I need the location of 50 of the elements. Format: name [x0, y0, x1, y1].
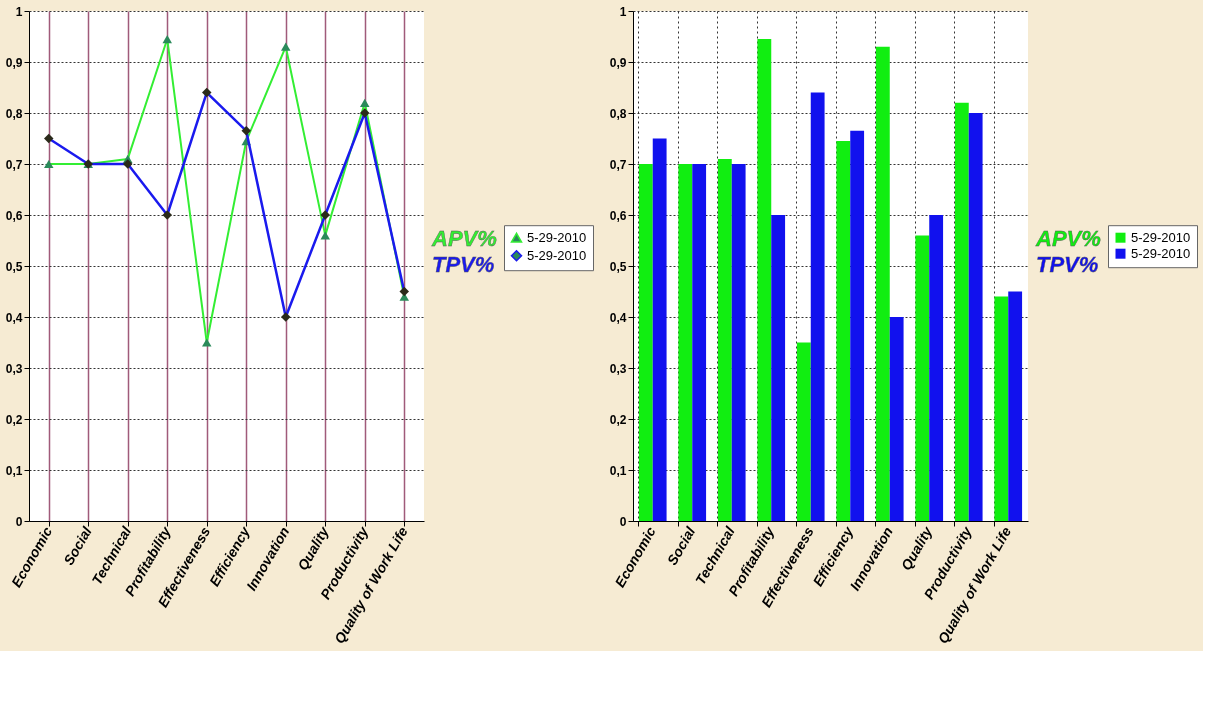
text: TPV%	[432, 252, 495, 278]
bar	[796, 342, 811, 521]
bar	[652, 138, 667, 521]
y-tick-label: 0,9	[609, 55, 627, 70]
y-tick-label: 0,3	[609, 361, 627, 376]
y-tick-label: 0	[619, 514, 627, 529]
text: TPV%	[1036, 252, 1099, 278]
y-tick-label: 0,8	[5, 106, 23, 121]
bar	[638, 164, 653, 521]
bar	[968, 113, 983, 521]
text: APV%	[431, 226, 497, 252]
bar	[836, 141, 851, 521]
bar	[889, 317, 904, 521]
y-tick-label: 0,4	[609, 310, 627, 325]
legend-label: 5-29-2010	[1131, 229, 1191, 245]
bar	[757, 39, 772, 521]
bar	[929, 215, 944, 521]
bar	[810, 92, 825, 521]
y-tick-label: 1	[15, 4, 23, 19]
bar	[1008, 291, 1023, 521]
y-tick-label: 0,3	[5, 361, 23, 376]
y-tick-label: 1	[619, 4, 627, 19]
y-tick-label: 0,7	[609, 157, 627, 172]
bar	[678, 164, 693, 521]
y-tick-label: 0,8	[609, 106, 627, 121]
y-tick-label: 0,4	[5, 310, 23, 325]
y-tick-label: 0,2	[5, 412, 23, 427]
y-tick-label: 0,1	[609, 463, 627, 478]
y-tick-label: 0,5	[5, 259, 23, 274]
bar	[994, 296, 1009, 521]
y-tick-label: 0,9	[5, 55, 23, 70]
y-tick-label: 0,6	[5, 208, 23, 223]
legend-label: 5-29-2010	[527, 247, 587, 263]
legend-label: 5-29-2010	[527, 229, 587, 245]
bar	[771, 215, 786, 521]
bar	[731, 164, 746, 521]
text: APV%	[1035, 226, 1101, 252]
y-tick-label: 0,5	[609, 259, 627, 274]
legend-label: 5-29-2010	[1131, 245, 1191, 261]
bar	[850, 130, 865, 521]
y-tick-label: 0,2	[609, 412, 627, 427]
y-tick-label: 0,7	[5, 157, 23, 172]
y-tick-label: 0,6	[609, 208, 627, 223]
y-tick-label: 0	[15, 514, 23, 529]
bar	[717, 158, 732, 521]
bar	[692, 164, 707, 521]
bar	[915, 235, 930, 521]
y-tick-label: 0,1	[5, 463, 23, 478]
bar	[954, 102, 969, 521]
bar	[875, 46, 890, 521]
